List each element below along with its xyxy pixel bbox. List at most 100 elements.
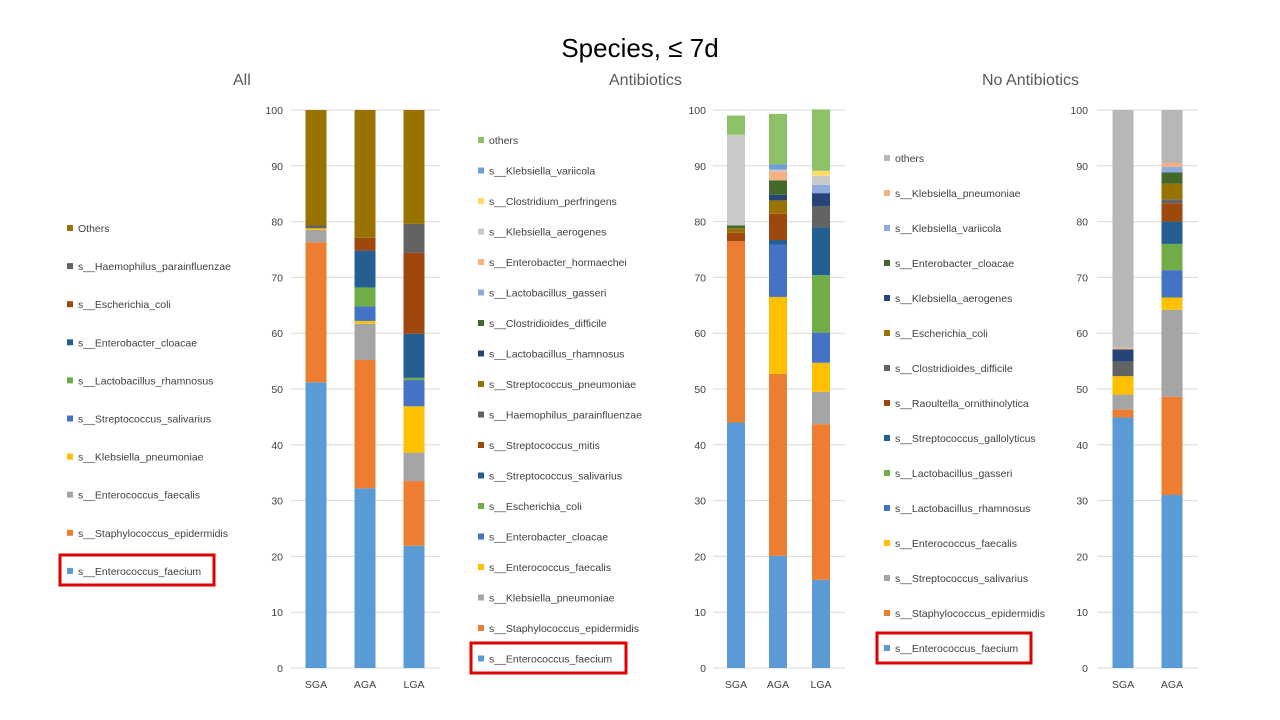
antibiotics-highlight-box [469, 641, 628, 675]
all-legend-swatch [67, 225, 73, 231]
antibiotics-bar-segment [727, 134, 745, 226]
antibiotics-legend-label: s__Enterobacter_cloacae [489, 532, 608, 544]
antibiotics-legend-swatch [478, 503, 484, 509]
antibiotics-legend-label: others [489, 135, 518, 147]
no-antibiotics-y-tick-label: 10 [1076, 607, 1088, 619]
all-legend-swatch [67, 529, 73, 536]
all-bar-segment [403, 377, 425, 381]
no-antibiotics-bar-segment [1112, 347, 1134, 350]
no-antibiotics-y-tick-label: 40 [1076, 440, 1088, 452]
antibiotics-legend-swatch [478, 289, 484, 296]
antibiotics-bar-segment [769, 194, 787, 201]
no-antibiotics-legend-swatch [884, 330, 890, 336]
antibiotics-legend-label: s__Enterobacter_hormaechei [489, 257, 627, 269]
antibiotics-legend-label: s__Lactobacillus_gasseri [489, 288, 606, 300]
no-antibiotics-y-tick-label: 0 [1082, 663, 1088, 675]
all-bar-segment [354, 237, 376, 251]
all-legend-label: s__Enterobacter_cloacae [78, 337, 197, 349]
no-antibiotics-bar-segment [1161, 396, 1183, 496]
antibiotics-bar-segment [812, 109, 830, 171]
all-legend-swatch [67, 263, 73, 270]
no-antibiotics-legend-label: s__Staphylococcus_epidermidis [895, 608, 1045, 620]
antibiotics-legend-label: s__Klebsiella_aerogenes [489, 227, 606, 239]
all-legend-label: s__Enterococcus_faecium [78, 566, 201, 578]
no-antibiotics-bar-segment [1161, 199, 1183, 204]
all-legend-label: s__Staphylococcus_epidermidis [78, 528, 228, 540]
no-antibiotics-legend-label: s__Enterococcus_faecium [895, 643, 1018, 655]
no-antibiotics-legend-swatch [884, 435, 890, 441]
all-bar-segment [305, 382, 327, 668]
no-antibiotics-y-tick-label: 20 [1076, 551, 1088, 563]
all-y-tick-label: 40 [271, 440, 283, 452]
no-antibiotics-legend-swatch [884, 400, 890, 406]
antibiotics-bar-segment [812, 579, 830, 668]
no-antibiotics-legend-swatch [884, 505, 890, 511]
antibiotics-legend-label: s__Haemophilus_parainfluenzae [489, 410, 642, 422]
all-bar-segment [354, 320, 376, 324]
antibiotics-bar-segment [769, 180, 787, 195]
antibiotics-bar-segment [769, 171, 787, 181]
panel-title-antibiotics: Antibiotics [609, 72, 682, 89]
no-antibiotics-bar-segment [1161, 203, 1183, 222]
antibiotics-bar-segment [769, 296, 787, 374]
no-antibiotics-bar-segment [1112, 394, 1134, 410]
all-bar-segment [305, 229, 327, 243]
antibiotics-legend-swatch [478, 198, 484, 204]
all-y-tick-label: 0 [277, 663, 283, 675]
antibiotics-y-tick-label: 100 [688, 105, 706, 117]
antibiotics-bar-segment [812, 275, 830, 333]
all-legend-label: s__Haemophilus_parainfluenzae [78, 261, 231, 273]
no-antibiotics-legend-label: s__Escherichia_coli [895, 328, 988, 340]
no-antibiotics-bar-segment [1112, 417, 1134, 668]
all-y-tick-label: 100 [265, 105, 283, 117]
antibiotics-legend-swatch [478, 381, 484, 387]
all-legend-swatch [67, 339, 73, 346]
all-legend-label: s__Escherichia_coli [78, 299, 171, 311]
antibiotics-bar-segment [769, 164, 787, 170]
no-antibiotics-legend-label: s__Klebsiella_aerogenes [895, 293, 1012, 305]
antibiotics-legend-label: s__Klebsiella_pneumoniae [489, 593, 615, 605]
no-antibiotics-y-tick-label: 80 [1076, 217, 1088, 229]
all-legend-label: s__Klebsiella_pneumoniae [78, 452, 204, 464]
antibiotics-legend-swatch [478, 320, 484, 326]
no-antibiotics-bar-segment [1161, 172, 1183, 184]
all-y-tick-label: 80 [271, 217, 283, 229]
antibiotics-legend-swatch [478, 442, 484, 448]
no-antibiotics-legend-label: s__Streptococcus_gallolyticus [895, 433, 1036, 445]
all-x-tick-label: LGA [403, 679, 424, 691]
no-antibiotics-bar-segment [1112, 361, 1134, 377]
no-antibiotics-legend-swatch [884, 645, 890, 651]
all-bar-segment [403, 545, 425, 668]
all-bar-segment [403, 333, 425, 378]
antibiotics-legend-swatch [478, 259, 484, 265]
no-antibiotics-x-tick-label: SGA [1112, 679, 1134, 691]
no-antibiotics-legend-label: s__Clostridioides_difficile [895, 363, 1013, 375]
antibiotics-bar-segment [812, 362, 830, 392]
no-antibiotics-legend-swatch [884, 225, 890, 231]
all-bar-segment [354, 359, 376, 489]
no-antibiotics-legend-label: s__Lactobacillus_gasseri [895, 468, 1012, 480]
no-antibiotics-bar-segment [1161, 297, 1183, 310]
antibiotics-legend-label: s__Escherichia_coli [489, 501, 582, 513]
antibiotics-legend-label: s__Enterococcus_faecium [489, 654, 612, 666]
no-antibiotics-legend-label: s__Enterococcus_faecalis [895, 538, 1017, 550]
no-antibiotics-bar-segment [1112, 376, 1134, 395]
all-bar-segment [403, 252, 425, 334]
antibiotics-legend-swatch [478, 564, 484, 570]
no-antibiotics-legend-label: s__Enterobacter_cloacae [895, 258, 1014, 270]
no-antibiotics-legend-swatch [884, 155, 890, 161]
antibiotics-bar-segment [727, 232, 745, 242]
all-bar-segment [305, 110, 327, 226]
all-legend-swatch [67, 567, 73, 574]
all-legend-swatch [67, 377, 73, 384]
antibiotics-legend-label: s__Lactobacillus_rhamnosus [489, 349, 624, 361]
antibiotics-legend-label: s__Clostridioides_difficile [489, 318, 607, 330]
all-legend-label: s__Streptococcus_salivarius [78, 414, 211, 426]
antibiotics-bar-segment [769, 244, 787, 297]
all-x-tick-label: AGA [354, 679, 376, 691]
no-antibiotics-legend-swatch [884, 470, 890, 476]
antibiotics-bar-segment [812, 170, 830, 176]
antibiotics-bar-segment [812, 424, 830, 580]
antibiotics-legend-swatch [478, 533, 484, 540]
